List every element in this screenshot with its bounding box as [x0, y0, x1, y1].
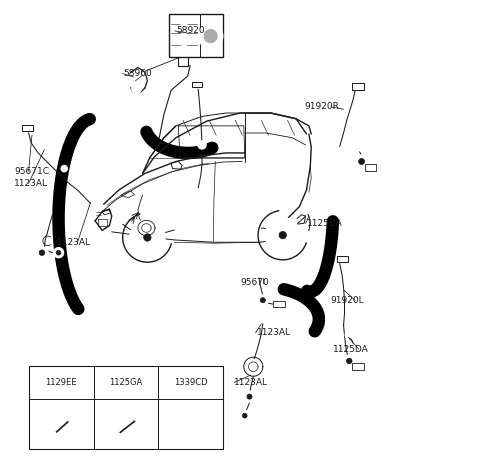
Bar	[22, 125, 34, 131]
Bar	[352, 84, 363, 90]
Text: 1339CD: 1339CD	[174, 378, 208, 387]
Circle shape	[345, 332, 352, 338]
Circle shape	[180, 44, 187, 51]
Text: 1125DA: 1125DA	[307, 219, 342, 228]
Text: 1123AL: 1123AL	[14, 179, 48, 188]
Circle shape	[247, 394, 252, 399]
Bar	[352, 363, 363, 370]
Circle shape	[53, 247, 64, 258]
Circle shape	[137, 228, 157, 247]
Circle shape	[240, 410, 250, 421]
Circle shape	[279, 231, 287, 239]
Text: 58920: 58920	[176, 27, 204, 35]
Circle shape	[36, 247, 48, 259]
Circle shape	[132, 85, 141, 94]
Bar	[365, 164, 376, 171]
Circle shape	[39, 145, 47, 152]
Circle shape	[347, 358, 352, 364]
Text: 58960: 58960	[124, 69, 152, 78]
Circle shape	[180, 33, 187, 39]
Circle shape	[260, 298, 265, 303]
Circle shape	[50, 432, 57, 438]
Circle shape	[273, 225, 293, 245]
Circle shape	[343, 355, 355, 367]
Circle shape	[130, 220, 165, 255]
Circle shape	[180, 21, 187, 28]
Circle shape	[61, 165, 68, 172]
Bar	[169, 14, 223, 57]
Text: 1123AL: 1123AL	[57, 238, 91, 247]
Text: 1125GA: 1125GA	[109, 378, 143, 387]
Bar	[192, 82, 203, 87]
Text: 1129EE: 1129EE	[45, 378, 77, 387]
Circle shape	[112, 432, 120, 439]
Circle shape	[204, 29, 217, 43]
Circle shape	[359, 159, 365, 164]
Bar	[273, 301, 285, 307]
Circle shape	[242, 413, 247, 418]
Text: 95670: 95670	[240, 278, 269, 287]
Circle shape	[56, 250, 61, 255]
Circle shape	[305, 206, 312, 214]
Circle shape	[180, 418, 202, 438]
Bar	[29, 366, 223, 449]
Circle shape	[244, 391, 255, 402]
Text: 91920L: 91920L	[330, 296, 364, 304]
Text: 1125DA: 1125DA	[333, 345, 368, 353]
Text: 95671C: 95671C	[14, 167, 49, 175]
Circle shape	[355, 155, 368, 168]
Text: 1123AL: 1123AL	[257, 328, 290, 337]
Text: 1123AL: 1123AL	[234, 378, 268, 387]
Text: 91920R: 91920R	[304, 103, 339, 111]
Circle shape	[257, 294, 268, 306]
Circle shape	[265, 218, 300, 253]
Circle shape	[39, 250, 45, 256]
Circle shape	[144, 234, 151, 241]
Circle shape	[198, 24, 223, 48]
Circle shape	[198, 141, 206, 149]
Circle shape	[186, 423, 196, 433]
Bar	[337, 256, 348, 262]
